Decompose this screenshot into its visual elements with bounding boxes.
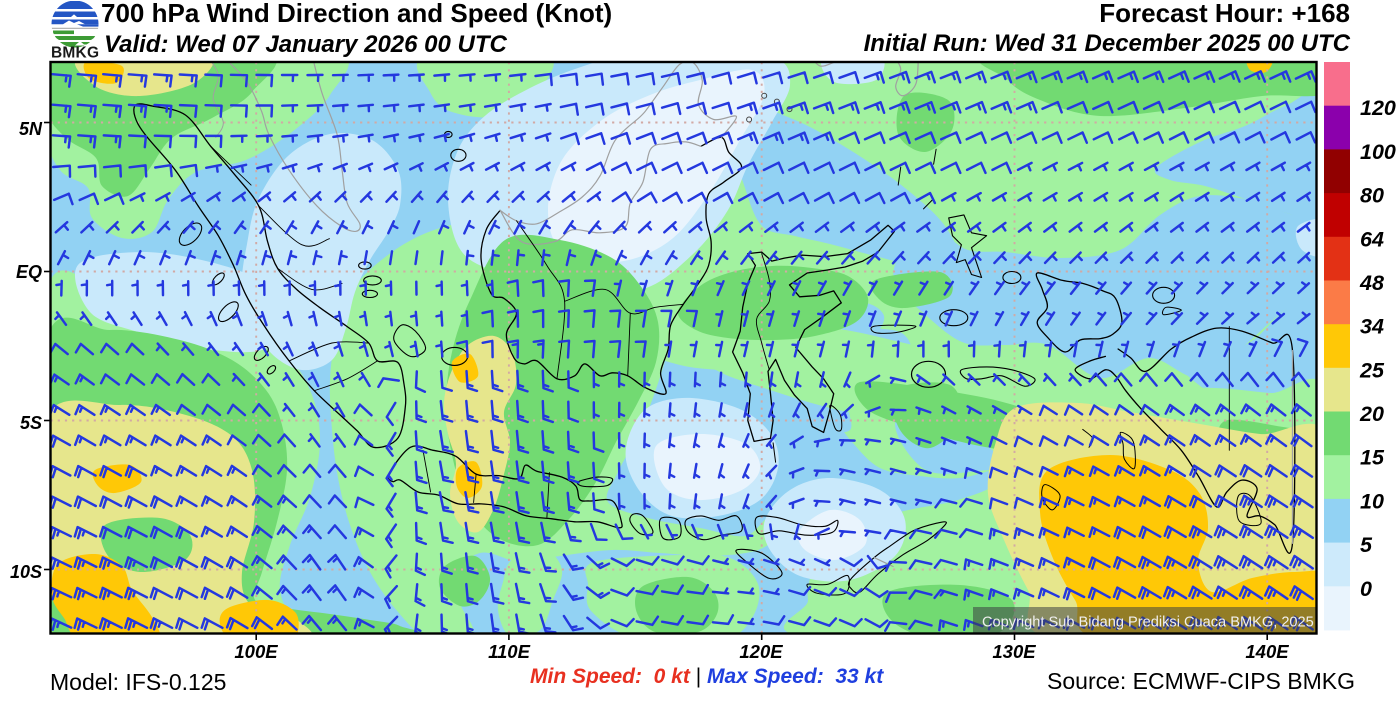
svg-text:48: 48 <box>1359 271 1384 295</box>
svg-text:120: 120 <box>1360 96 1396 120</box>
svg-text:5: 5 <box>1360 533 1373 557</box>
svg-text:34: 34 <box>1360 315 1384 339</box>
svg-text:BMKG: BMKG <box>51 45 99 62</box>
svg-text:20: 20 <box>1359 402 1384 426</box>
svg-text:64: 64 <box>1360 227 1384 251</box>
svg-text:25: 25 <box>1359 358 1385 382</box>
svg-text:Copyright Sub Bidang Prediksi: Copyright Sub Bidang Prediksi Cuaca BMKG… <box>982 615 1314 631</box>
svg-text:80: 80 <box>1360 184 1384 208</box>
svg-text:0: 0 <box>1360 577 1372 601</box>
svg-text:100: 100 <box>1360 140 1396 164</box>
svg-text:15: 15 <box>1360 446 1385 470</box>
svg-text:10: 10 <box>1360 489 1384 513</box>
